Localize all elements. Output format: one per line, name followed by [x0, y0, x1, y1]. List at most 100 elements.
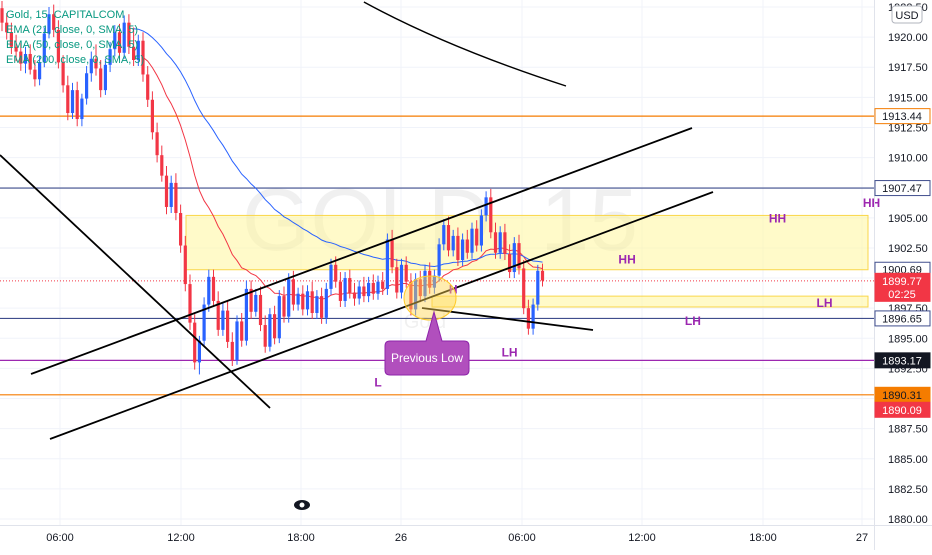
candle-body — [282, 296, 286, 317]
price-tick-label: 1912.50 — [888, 122, 928, 134]
candle-body — [193, 322, 197, 363]
price-label-value: 1899.77 — [882, 276, 922, 288]
price-label-value: 1907.47 — [882, 183, 922, 195]
price-tick-label: 1920.00 — [888, 32, 928, 44]
candle-body — [216, 300, 220, 330]
time-tick-label: 18:00 — [749, 532, 777, 544]
candle-body — [432, 275, 436, 288]
time-tick-label: 12:00 — [167, 532, 195, 544]
candle-body — [385, 239, 389, 289]
legend-ema-50[interactable]: EMA (50, close, 0, SMA, 5) — [6, 39, 139, 51]
candle-body — [512, 243, 516, 273]
candle-body — [42, 33, 46, 63]
candle-body — [508, 253, 512, 273]
candle-body — [19, 51, 23, 64]
candle-body — [207, 276, 211, 305]
candle-body — [367, 282, 371, 297]
candle-body — [352, 292, 357, 299]
candle-body — [160, 155, 164, 176]
candle-body — [296, 293, 300, 305]
candle-body — [122, 22, 126, 53]
channel-upper-line[interactable] — [30, 127, 693, 375]
candle-body — [169, 182, 173, 207]
candle-body — [479, 215, 483, 246]
candle-body — [287, 279, 291, 317]
channel-lower-line[interactable] — [49, 191, 714, 440]
candle-body — [465, 239, 469, 253]
candle-body — [320, 296, 324, 318]
callout-box — [384, 310, 470, 376]
candle-body — [211, 276, 216, 301]
candle-body — [146, 74, 150, 100]
candle-body — [33, 69, 37, 80]
candle-body — [536, 270, 540, 305]
legend-ema-21[interactable]: EMA (21, close, 0, SMA, 5) — [6, 24, 139, 36]
time-tick-label: 06:00 — [508, 532, 536, 544]
price-label-value: 1893.17 — [882, 355, 922, 367]
candle-body — [503, 232, 507, 254]
candle-body — [324, 288, 328, 318]
candle-body — [103, 64, 107, 91]
swing-label-lh: LH — [502, 345, 518, 359]
candle-body — [381, 281, 385, 289]
downtrend-line[interactable] — [0, 154, 271, 409]
price-label-box — [874, 272, 931, 302]
candle-body — [343, 278, 347, 301]
swing-label-hh: HH — [769, 212, 786, 226]
candle-body — [0, 8, 4, 23]
price-tick-label: 1885.00 — [888, 454, 928, 466]
candle-body — [399, 264, 404, 293]
ema-21-line — [142, 56, 543, 300]
candle-body — [329, 264, 333, 289]
candle-body — [334, 264, 338, 282]
candle-body — [202, 304, 206, 341]
candle-body — [249, 288, 253, 312]
eye-icon[interactable] — [294, 500, 310, 510]
price-tick-label: 1910.00 — [888, 153, 928, 165]
time-axis[interactable]: 06:00 12:00 18:00 26 06:00 12:00 18:00 27 — [0, 525, 932, 545]
candle-body — [493, 232, 498, 253]
price-label-value: 1890.09 — [882, 405, 922, 417]
price-tick-label: 1902.50 — [888, 243, 928, 255]
price-tick-label: 1880.00 — [888, 514, 928, 526]
candle-body — [291, 279, 295, 305]
candle-body — [38, 62, 42, 80]
previous-low-callout[interactable]: Previous Low — [384, 275, 470, 376]
candle-body — [310, 291, 314, 313]
candle-body — [230, 341, 234, 360]
candle-body — [197, 340, 201, 363]
candle-body — [540, 270, 545, 281]
swing-label-hh: HH — [863, 196, 880, 210]
time-tick-label: 06:00 — [46, 532, 74, 544]
price-tick-label: 1887.50 — [888, 424, 928, 436]
indicator-legend: Gold, 15, CAPITALCOM EMA (21, close, 0, … — [6, 8, 144, 68]
time-tick-label: 27 — [856, 532, 868, 544]
currency-badge[interactable]: USD — [891, 5, 923, 24]
candle-body — [47, 14, 51, 34]
candle-body — [357, 286, 361, 299]
price-labels: 1913.441907.471900.691899.7702:251896.65… — [874, 108, 931, 418]
candle-body — [273, 314, 277, 339]
candle-body — [80, 98, 84, 120]
candle-body — [263, 325, 267, 347]
candle-body — [268, 314, 272, 347]
ema-50-line — [133, 28, 543, 268]
candle-body — [155, 132, 159, 156]
candle-body — [244, 288, 248, 341]
time-tick-label: 26 — [395, 532, 407, 544]
price-tick-label: 1917.50 — [888, 62, 928, 74]
swing-labels: HHHHHHHHHLHLHLHLHL — [374, 196, 880, 390]
candle-body — [108, 49, 112, 65]
callout-label: Previous Low — [391, 351, 463, 365]
candle-body — [136, 40, 140, 61]
candle-body — [489, 197, 493, 233]
currency-label: USD — [895, 10, 918, 22]
candle-body — [94, 58, 98, 69]
candle-body — [423, 270, 427, 297]
time-tick-label: 18:00 — [287, 532, 315, 544]
price-tick-label: 1915.00 — [888, 92, 928, 104]
legend-title[interactable]: Gold, 15, CAPITALCOM — [6, 9, 125, 21]
legend-ema-200[interactable]: EMA (200, close, 0, SMA, 5) — [6, 54, 145, 66]
